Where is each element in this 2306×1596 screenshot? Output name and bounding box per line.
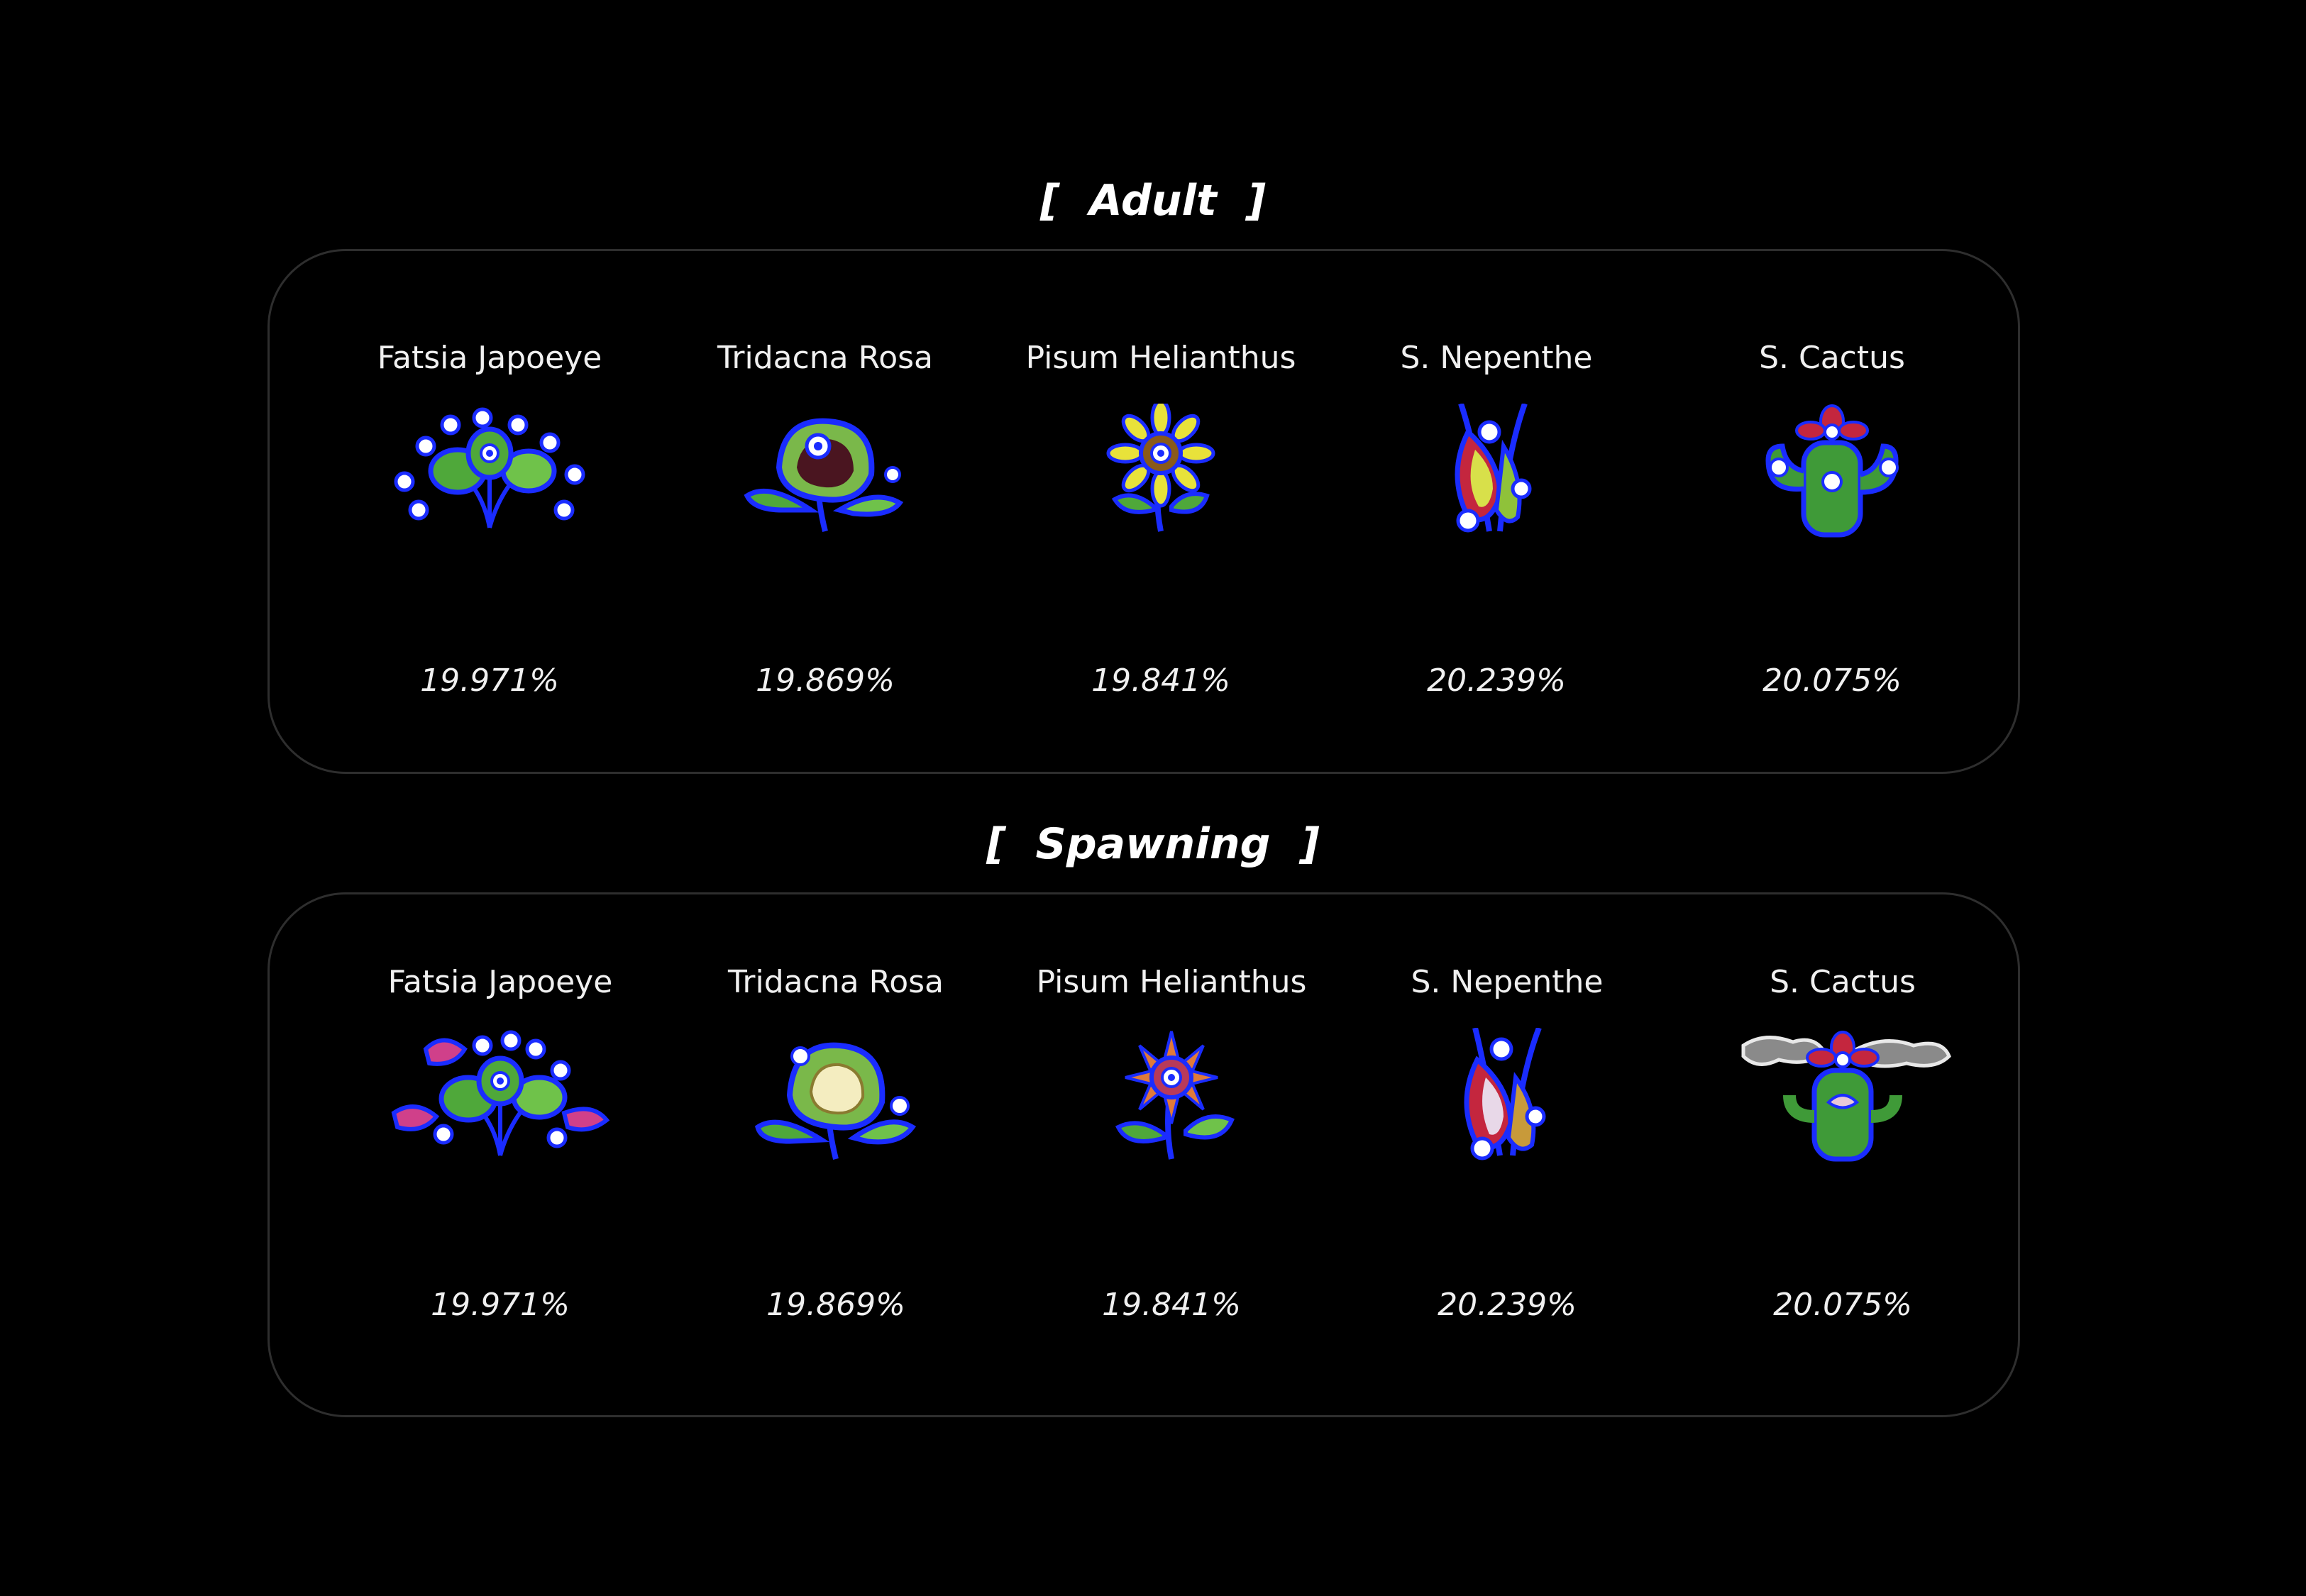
plant-name: S. Nepenthe xyxy=(1400,340,1593,376)
plant-percentage: 19.869% xyxy=(756,663,895,699)
spawning-panel: Fatsia Japoeye 19.971% Tridac xyxy=(267,892,2020,1417)
plant-name: S. Cactus xyxy=(1759,340,1905,376)
plant-name: Tridacna Rosa xyxy=(727,964,944,1000)
plant-name: S. Nepenthe xyxy=(1411,964,1604,1000)
tridacna-rosa-spawning-icon xyxy=(722,1028,949,1163)
plant-percentage: 20.239% xyxy=(1438,1287,1577,1323)
tridacna-rosa-icon xyxy=(712,404,939,538)
plant-card: Pisum Helianthus 19.841% xyxy=(1008,964,1335,1390)
plant-name: Pisum Helianthus xyxy=(1036,964,1307,1000)
plant-card: Tridacna Rosa 19.869% xyxy=(662,340,988,765)
s-cactus-spawning-icon xyxy=(1729,1028,1956,1163)
plant-percentage: 20.075% xyxy=(1773,1287,1912,1323)
fatsia-japoeye-spawning-icon xyxy=(387,1028,614,1163)
fatsia-japoeye-icon xyxy=(376,404,603,538)
plant-card: Fatsia Japoeye 19.971% xyxy=(326,340,653,765)
plant-name: Pisum Helianthus xyxy=(1025,340,1296,376)
plant-card: S. Nepenthe 20.239% xyxy=(1344,964,1670,1390)
plant-card: Tridacna Rosa 19.869% xyxy=(673,964,999,1390)
pisum-helianthus-icon xyxy=(1047,404,1274,538)
plant-card: Pisum Helianthus 19.841% xyxy=(998,340,1324,765)
plant-percentage: 19.841% xyxy=(1102,1287,1241,1323)
plant-card: S. Nepenthe 20.239% xyxy=(1333,340,1660,765)
s-nepenthe-spawning-icon xyxy=(1394,1028,1621,1163)
plant-percentage: 19.971% xyxy=(420,663,559,699)
plant-percentage: 19.869% xyxy=(766,1287,905,1323)
pisum-helianthus-spawning-icon xyxy=(1058,1028,1285,1163)
s-cactus-icon xyxy=(1719,404,1946,538)
plant-percentage: 19.971% xyxy=(431,1287,570,1323)
plant-card: Fatsia Japoeye 19.971% xyxy=(337,964,663,1390)
plant-card: S. Cactus 20.075% xyxy=(1679,964,2006,1390)
plant-percentage: 20.075% xyxy=(1762,663,1902,699)
plant-card: S. Cactus 20.075% xyxy=(1669,340,1995,765)
plant-name: S. Cactus xyxy=(1770,964,1916,1000)
plant-name: Tridacna Rosa xyxy=(717,340,934,376)
plant-percentage: 20.239% xyxy=(1427,663,1566,699)
plant-name: Fatsia Japoeye xyxy=(387,964,613,1000)
plant-name: Fatsia Japoeye xyxy=(377,340,602,376)
adult-panel: Fatsia Japoeye 19.971% Tridacna Rosa xyxy=(267,249,2020,774)
section-title-adult: [ Adult ] xyxy=(1040,176,1266,226)
section-title-spawning: [ Spawning ] xyxy=(986,819,1320,869)
plant-percentage: 19.841% xyxy=(1091,663,1230,699)
s-nepenthe-icon xyxy=(1383,404,1610,538)
